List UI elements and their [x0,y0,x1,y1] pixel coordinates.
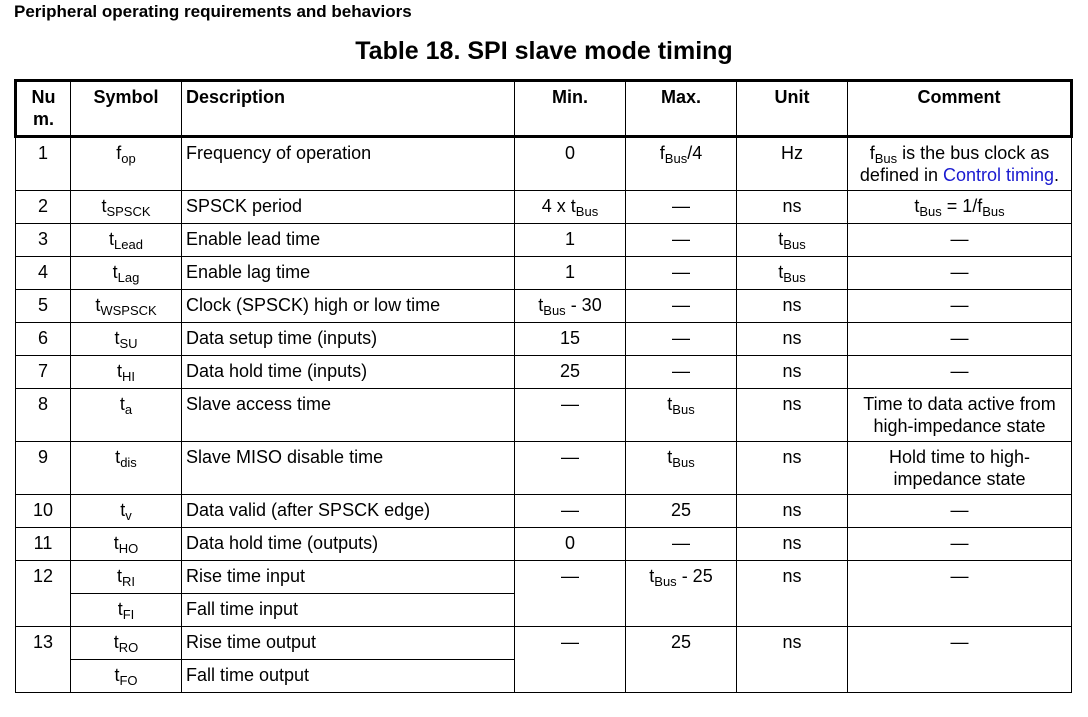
table-row: 7 tHI Data hold time (inputs) 25 — ns — [15,355,1072,389]
col-header-min: Min. [514,79,626,138]
col-header-description: Description [181,79,515,138]
col-header-symbol: Symbol [70,79,182,138]
col-header-unit: Unit [736,79,848,138]
control-timing-link[interactable]: Control timing [943,165,1055,185]
table-row: 6 tSU Data setup time (inputs) 15 — ns — [15,322,1072,356]
table-row: 4 tLag Enable lag time 1 — tBus — [15,256,1072,290]
table-row: 13 tRO Rise time output — 25 ns — [15,626,1072,693]
section-header: Peripheral operating requirements and be… [14,2,412,21]
table-row: 12 tRI Rise time input — tBus - 25 ns — [15,560,1072,627]
table-row: tFO Fall time output [16,659,1072,693]
table-row: 8 ta Slave access time — tBus ns Time to… [15,388,1072,442]
table-row: 5 tWSPSCK Clock (SPSCK) high or low time… [15,289,1072,323]
col-header-num: Nu m. [14,79,71,138]
comment-cell: fBus is the bus clock as defined in Contr… [847,136,1072,191]
spi-slave-timing-table: Nu m. Symbol Description Min. Max. Unit C… [14,79,1073,693]
col-header-comment: Comment [847,79,1073,138]
col-header-max: Max. [625,79,737,138]
table-row: tFI Fall time input [16,593,1072,627]
table-row: 11 tHO Data hold time (outputs) 0 — ns — [15,527,1072,561]
table-row: 3 tLead Enable lead time 1 — tBus — [15,223,1072,257]
table-title: Table 18. SPI slave mode timing [355,37,733,65]
table-header-row: Nu m. Symbol Description Min. Max. Unit C… [14,79,1073,138]
table-row: 1 fop Frequency of operation 0 fBus/4 Hz… [15,136,1072,191]
table-row: 2 tSPSCK SPSCK period 4 x tBus — ns tBus… [15,190,1072,224]
symbol-cell: fop [70,136,182,191]
table-row: 10 tv Data valid (after SPSCK edge) — 25… [15,494,1072,528]
table-row: 9 tdis Slave MISO disable time — tBus ns… [15,441,1072,495]
